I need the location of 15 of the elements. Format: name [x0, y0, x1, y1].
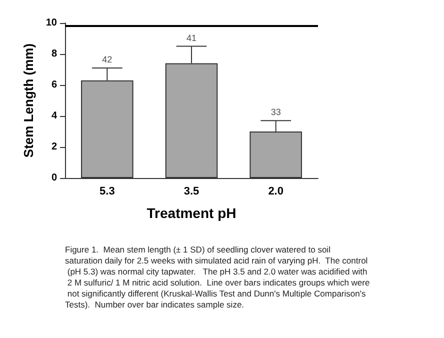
- annotation: 33: [270, 107, 281, 118]
- y-axis-title: Stem Length (mm): [20, 43, 36, 158]
- caption: Figure 1. Mean stem length (± 1 SD) of seedling clover watered to soil saturation daily for 2.5 weeks with simulated acid rain of varying pH. The control (pH 5.3) was normal city tapwater. The pH 3.5 and 2.0 water was acidified with 2 M sulfuric/ 1 M nitric acid solution. Line over bars indicates groups which were not significantly different (Kruskal-Wallis Test and Dunn's Multiple Comparison's Tests). Number over bar indicates sample size.: [65, 244, 370, 310]
- annotation: 41: [186, 32, 197, 43]
- x-tick-label: 2.0: [268, 186, 284, 198]
- y-tick-label: 8: [51, 48, 58, 60]
- annotation: 42: [102, 54, 112, 64]
- x-axis-title: Treatment pH: [146, 205, 236, 221]
- x-tick-label: 3.5: [184, 186, 200, 198]
- y-tick-label: 2: [51, 142, 58, 152]
- y-tick-label: 0: [51, 172, 58, 184]
- y-tick-label: 6: [51, 80, 58, 90]
- y-tick-label: 4: [51, 110, 58, 122]
- x-tick-label: 5.3: [100, 186, 115, 198]
- y-tick-label: 10: [46, 18, 58, 28]
